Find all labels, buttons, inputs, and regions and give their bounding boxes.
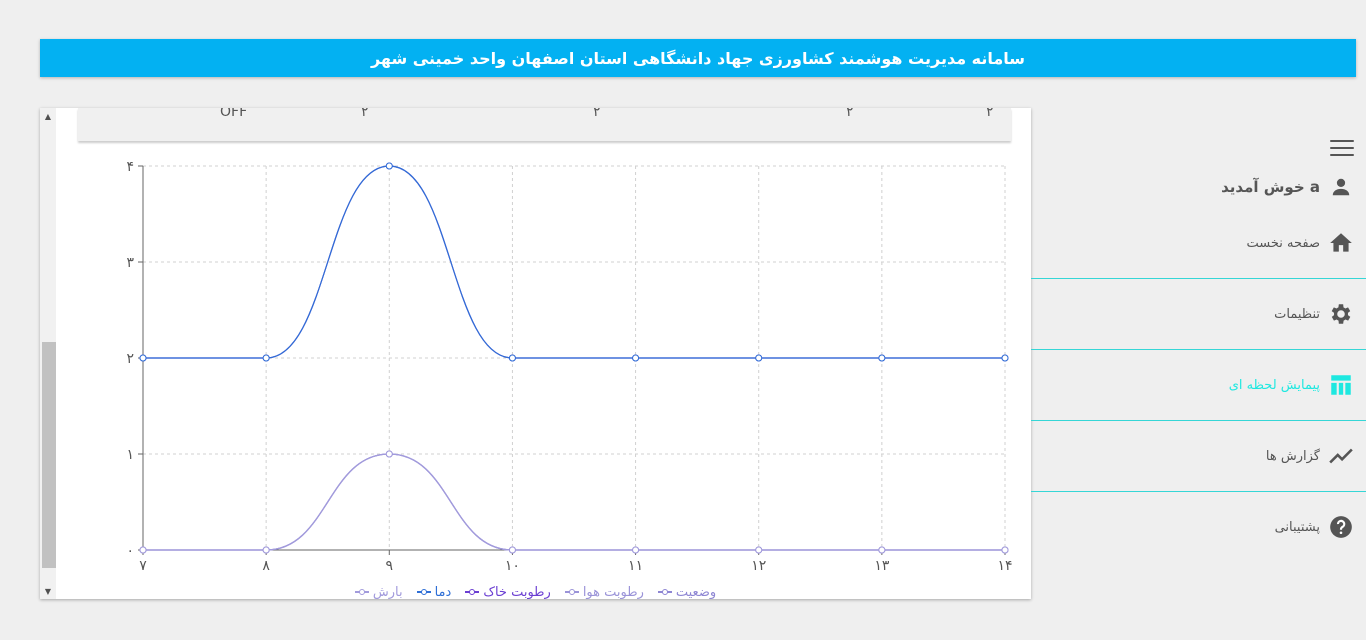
table-cell: OFF	[220, 108, 248, 120]
data-point	[755, 354, 763, 362]
panel-scrollbar[interactable]: ▲ ▼	[40, 108, 56, 599]
table-icon	[1328, 372, 1354, 398]
y-tick-label: ۴	[126, 159, 134, 175]
data-point	[139, 354, 147, 362]
data-point	[632, 354, 640, 362]
app-title-bar: سامانه مدیریت هوشمند کشاورزی جهاد دانشگا…	[40, 39, 1356, 77]
table-cell: ۲	[846, 108, 854, 120]
chart-panel: ▲ ▼ OFF ۲ ۲ ۲ ۲ ۷ ۸ ۹ ۱۰ ۱۱ ۱۲ ۱۳ ۱۴ ۰ ۱ ۲ ۳ ۴ وضعیت…	[40, 108, 1031, 599]
data-point	[385, 162, 393, 170]
series-line	[143, 453, 1005, 551]
sidebar-item-label: پیمایش لحظه ای	[1228, 377, 1320, 393]
x-tick-label: ۱۱	[628, 558, 643, 574]
sidebar-item-label: پشتیبانی	[1274, 519, 1320, 535]
data-point	[508, 546, 516, 554]
home-icon	[1328, 230, 1354, 256]
sidebar-item-home[interactable]: صفحه نخست	[1031, 208, 1366, 278]
welcome-text: a خوش آمدید	[1221, 178, 1320, 196]
series-line	[143, 453, 1005, 551]
data-point	[139, 546, 147, 554]
chart-legend: وضعیت رطوبت هوا رطوبت خاک دما بارش	[40, 582, 1031, 599]
data-point	[878, 354, 886, 362]
sidebar-item-label: تنظیمات	[1274, 306, 1320, 322]
series-line	[143, 453, 1005, 551]
y-tick-label: ۰	[126, 543, 134, 559]
legend-item[interactable]: رطوبت خاک	[465, 582, 551, 599]
data-point	[878, 546, 886, 554]
data-point	[1001, 354, 1009, 362]
data-point	[385, 450, 393, 458]
data-point	[262, 354, 270, 362]
divider	[1031, 491, 1366, 492]
sidebar-item-label: گزارش ها	[1265, 448, 1320, 464]
legend-marker-icon	[465, 589, 480, 595]
trending-icon	[1328, 443, 1354, 469]
divider	[1031, 349, 1366, 350]
legend-item[interactable]: بارش	[354, 582, 403, 600]
y-tick-label: ۲	[126, 351, 134, 367]
table-cell: ۲	[986, 108, 994, 120]
app-title: سامانه مدیریت هوشمند کشاورزی جهاد دانشگا…	[370, 48, 1026, 68]
data-point	[632, 546, 640, 554]
x-tick-label: ۱۳	[874, 558, 890, 574]
help-icon	[1328, 514, 1354, 540]
sidebar-item-live-monitoring[interactable]: پیمایش لحظه ای	[1031, 350, 1366, 420]
sidebar-item-label: صفحه نخست	[1246, 235, 1320, 251]
x-tick-label: ۱۰	[505, 558, 520, 574]
legend-item[interactable]: رطوبت هوا	[564, 582, 644, 600]
sidebar-item-support[interactable]: پشتیبانی	[1031, 492, 1366, 562]
legend-label: وضعیت	[675, 584, 717, 600]
legend-marker-icon	[657, 589, 672, 595]
x-tick-label: ۹	[386, 558, 394, 574]
scroll-down-arrow-icon[interactable]: ▼	[44, 586, 52, 596]
sidebar-item-reports[interactable]: گزارش ها	[1031, 421, 1366, 491]
x-tick-label: ۱۲	[751, 558, 766, 574]
x-tick-label: ۷	[139, 558, 147, 574]
hamburger-menu-icon[interactable]	[1330, 138, 1354, 158]
table-cell: ۲	[361, 108, 369, 120]
data-point	[262, 546, 270, 554]
data-point	[508, 354, 516, 362]
user-icon	[1330, 176, 1352, 198]
legend-label: رطوبت خاک	[483, 584, 551, 600]
data-point	[1001, 546, 1009, 554]
x-tick-label: ۸	[262, 558, 270, 574]
sidebar: a خوش آمدید صفحه نخست تنظیمات پیمایش لحظ…	[1031, 128, 1366, 578]
data-point	[755, 546, 763, 554]
legend-marker-icon	[416, 589, 431, 595]
y-tick-label: ۳	[126, 255, 134, 271]
legend-marker-icon	[564, 589, 579, 595]
divider	[1031, 278, 1366, 279]
gear-icon	[1328, 301, 1354, 327]
sidebar-item-settings[interactable]: تنظیمات	[1031, 279, 1366, 349]
divider	[1031, 420, 1366, 421]
legend-label: رطوبت هوا	[582, 584, 644, 600]
legend-item[interactable]: وضعیت	[657, 582, 717, 600]
legend-item[interactable]: دما	[416, 582, 452, 600]
legend-marker-icon	[354, 589, 369, 595]
table-row-strip: OFF ۲ ۲ ۲ ۲	[78, 108, 1011, 141]
scroll-thumb[interactable]	[42, 342, 56, 568]
legend-label: دما	[434, 584, 452, 600]
x-tick-label: ۱۴	[997, 558, 1012, 574]
welcome-user: a خوش آمدید	[1221, 176, 1352, 198]
scroll-up-arrow-icon[interactable]: ▲	[44, 111, 52, 121]
table-cell: ۲	[593, 108, 601, 120]
y-tick-label: ۱	[126, 447, 134, 463]
legend-label: بارش	[372, 584, 403, 600]
